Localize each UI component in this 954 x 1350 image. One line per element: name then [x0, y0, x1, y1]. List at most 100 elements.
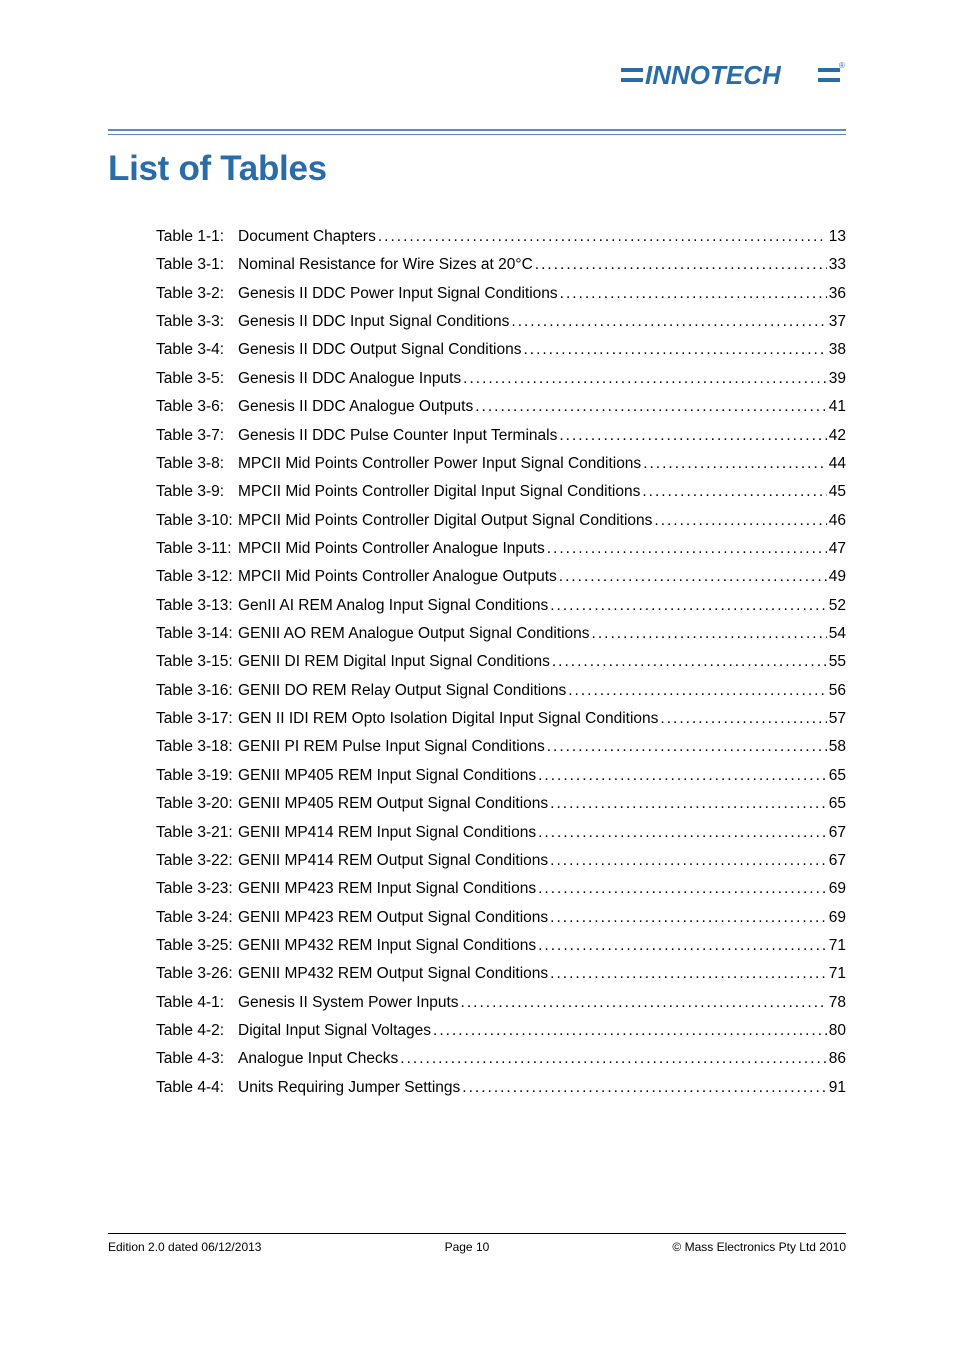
toc-row[interactable]: Table 3-24:GENII MP423 REM Output Signal…	[156, 904, 846, 932]
toc-label: Table 1-1:	[156, 223, 238, 251]
toc-row[interactable]: Table 3-6:Genesis II DDC Analogue Output…	[156, 393, 846, 421]
toc-page: 91	[827, 1074, 846, 1102]
brand-text: INNOTECH	[645, 60, 782, 90]
toc-leader	[558, 280, 827, 308]
toc-title: MPCII Mid Points Controller Digital Outp…	[238, 507, 652, 535]
header-rule-bottom	[108, 134, 846, 135]
toc-leader	[431, 1017, 827, 1045]
toc-title: MPCII Mid Points Controller Analogue Out…	[238, 563, 557, 591]
toc-row[interactable]: Table 3-19:GENII MP405 REM Input Signal …	[156, 762, 846, 790]
toc-label: Table 3-13:	[156, 592, 238, 620]
toc-page: 47	[827, 535, 846, 563]
toc-row[interactable]: Table 3-23:GENII MP423 REM Input Signal …	[156, 875, 846, 903]
toc-row[interactable]: Table 4-3:Analogue Input Checks86	[156, 1045, 846, 1073]
footer-rule	[108, 1233, 846, 1234]
toc-label: Table 3-16:	[156, 677, 238, 705]
toc-page: 52	[827, 592, 846, 620]
toc-row[interactable]: Table 3-17:GEN II IDI REM Opto Isolation…	[156, 705, 846, 733]
toc-row[interactable]: Table 1-1:Document Chapters 13	[156, 223, 846, 251]
toc-row[interactable]: Table 3-1:Nominal Resistance for Wire Si…	[156, 251, 846, 279]
toc-label: Table 3-5:	[156, 365, 238, 393]
toc-label: Table 3-8:	[156, 450, 238, 478]
toc-page: 13	[827, 223, 846, 251]
toc-row[interactable]: Table 3-15:GENII DI REM Digital Input Si…	[156, 648, 846, 676]
innotech-logo-icon: INNOTECH ®	[621, 60, 846, 90]
toc-label: Table 3-25:	[156, 932, 238, 960]
toc-leader	[566, 677, 827, 705]
toc-row[interactable]: Table 3-10:MPCII Mid Points Controller D…	[156, 507, 846, 535]
toc-label: Table 3-6:	[156, 393, 238, 421]
toc-row[interactable]: Table 3-5:Genesis II DDC Analogue Inputs…	[156, 365, 846, 393]
toc-page: 49	[827, 563, 846, 591]
toc-page: 44	[827, 450, 846, 478]
toc-row[interactable]: Table 3-16:GENII DO REM Relay Output Sig…	[156, 677, 846, 705]
toc-page: 37	[827, 308, 846, 336]
toc-page: 55	[827, 648, 846, 676]
toc-row[interactable]: Table 3-13:GenII AI REM Analog Input Sig…	[156, 592, 846, 620]
toc-title: Genesis II DDC Pulse Counter Input Termi…	[238, 422, 557, 450]
toc-row[interactable]: Table 4-4:Units Requiring Jumper Setting…	[156, 1074, 846, 1102]
toc-leader	[557, 422, 826, 450]
toc-row[interactable]: Table 3-4:Genesis II DDC Output Signal C…	[156, 336, 846, 364]
toc-row[interactable]: Table 3-26:GENII MP432 REM Output Signal…	[156, 960, 846, 988]
toc-row[interactable]: Table 3-18:GENII PI REM Pulse Input Sign…	[156, 733, 846, 761]
toc-title: Document Chapters	[238, 223, 376, 251]
list-of-tables: Table 1-1:Document Chapters 13Table 3-1:N…	[108, 223, 846, 1102]
toc-leader	[536, 819, 827, 847]
toc-label: Table 3-17:	[156, 705, 238, 733]
toc-label: Table 4-1:	[156, 989, 238, 1017]
toc-title: Units Requiring Jumper Settings	[238, 1074, 460, 1102]
toc-title: Genesis II System Power Inputs	[238, 989, 459, 1017]
brand-logo: INNOTECH ®	[108, 60, 846, 95]
toc-page: 36	[827, 280, 846, 308]
toc-page: 67	[827, 847, 846, 875]
toc-leader	[376, 223, 827, 251]
toc-row[interactable]: Table 3-14:GENII AO REM Analogue Output …	[156, 620, 846, 648]
toc-leader	[548, 960, 827, 988]
toc-page: 46	[827, 507, 846, 535]
toc-title: Genesis II DDC Input Signal Conditions	[238, 308, 509, 336]
toc-leader	[641, 450, 827, 478]
toc-page: 42	[827, 422, 846, 450]
toc-row[interactable]: Table 3-20:GENII MP405 REM Output Signal…	[156, 790, 846, 818]
toc-leader	[536, 875, 827, 903]
toc-leader	[548, 592, 827, 620]
toc-page: 39	[827, 365, 846, 393]
footer-edition: Edition 2.0 dated 06/12/2013	[108, 1240, 261, 1254]
toc-title: GENII MP414 REM Output Signal Conditions	[238, 847, 548, 875]
toc-page: 57	[827, 705, 846, 733]
toc-page: 54	[827, 620, 846, 648]
toc-label: Table 3-4:	[156, 336, 238, 364]
toc-page: 69	[827, 875, 846, 903]
toc-label: Table 3-9:	[156, 478, 238, 506]
toc-label: Table 3-1:	[156, 251, 238, 279]
toc-row[interactable]: Table 3-9:MPCII Mid Points Controller Di…	[156, 478, 846, 506]
toc-row[interactable]: Table 3-7:Genesis II DDC Pulse Counter I…	[156, 422, 846, 450]
toc-row[interactable]: Table 3-8:MPCII Mid Points Controller Po…	[156, 450, 846, 478]
toc-leader	[521, 336, 826, 364]
toc-row[interactable]: Table 4-1:Genesis II System Power Inputs…	[156, 989, 846, 1017]
toc-title: Digital Input Signal Voltages	[238, 1017, 431, 1045]
toc-label: Table 3-22:	[156, 847, 238, 875]
toc-title: GENII PI REM Pulse Input Signal Conditio…	[238, 733, 545, 761]
toc-leader	[533, 251, 827, 279]
toc-title: MPCII Mid Points Controller Digital Inpu…	[238, 478, 640, 506]
toc-row[interactable]: Table 3-22:GENII MP414 REM Output Signal…	[156, 847, 846, 875]
toc-row[interactable]: Table 3-3:Genesis II DDC Input Signal Co…	[156, 308, 846, 336]
toc-title: MPCII Mid Points Controller Power Input …	[238, 450, 641, 478]
toc-row[interactable]: Table 3-12:MPCII Mid Points Controller A…	[156, 563, 846, 591]
toc-title: Genesis II DDC Power Input Signal Condit…	[238, 280, 558, 308]
toc-page: 33	[827, 251, 846, 279]
toc-row[interactable]: Table 3-25:GENII MP432 REM Input Signal …	[156, 932, 846, 960]
toc-row[interactable]: Table 3-21:GENII MP414 REM Input Signal …	[156, 819, 846, 847]
toc-label: Table 4-3:	[156, 1045, 238, 1073]
toc-row[interactable]: Table 3-2:Genesis II DDC Power Input Sig…	[156, 280, 846, 308]
toc-page: 56	[827, 677, 846, 705]
toc-row[interactable]: Table 4-2:Digital Input Signal Voltages8…	[156, 1017, 846, 1045]
toc-page: 67	[827, 819, 846, 847]
toc-leader	[536, 762, 827, 790]
toc-row[interactable]: Table 3-11:MPCII Mid Points Controller A…	[156, 535, 846, 563]
toc-page: 41	[827, 393, 846, 421]
toc-title: Genesis II DDC Analogue Outputs	[238, 393, 473, 421]
toc-page: 38	[827, 336, 846, 364]
